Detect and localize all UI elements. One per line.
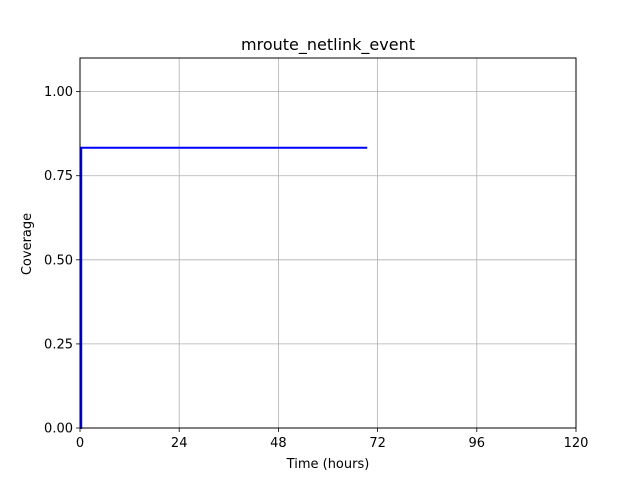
- coverage-line: [80, 146, 368, 429]
- y-tick-label: 1.00: [44, 85, 73, 100]
- x-axis-label: Time (hours): [286, 457, 370, 472]
- plot-frame: [79, 57, 577, 429]
- y-axis: 0.00 0.25 0.50 0.75 1.00: [44, 85, 80, 437]
- y-tick-label: 0.75: [44, 169, 73, 184]
- chart-title: mroute_netlink_event: [241, 35, 415, 55]
- y-tick-label: 0.25: [44, 337, 73, 352]
- y-tick-label: 0.50: [44, 253, 73, 268]
- x-axis: 0 24 48 72 96 120: [76, 428, 589, 451]
- y-tick-label: 0.00: [44, 422, 73, 437]
- y-axis-label: Coverage: [20, 213, 35, 275]
- x-tick-label: 96: [469, 436, 486, 451]
- grid: [79, 58, 577, 429]
- x-tick-label: 24: [171, 436, 188, 451]
- x-tick-label: 48: [270, 436, 287, 451]
- x-tick-label: 0: [76, 436, 84, 451]
- series-layer: [80, 146, 368, 429]
- x-tick-label: 72: [369, 436, 386, 451]
- x-tick-label: 120: [564, 436, 589, 451]
